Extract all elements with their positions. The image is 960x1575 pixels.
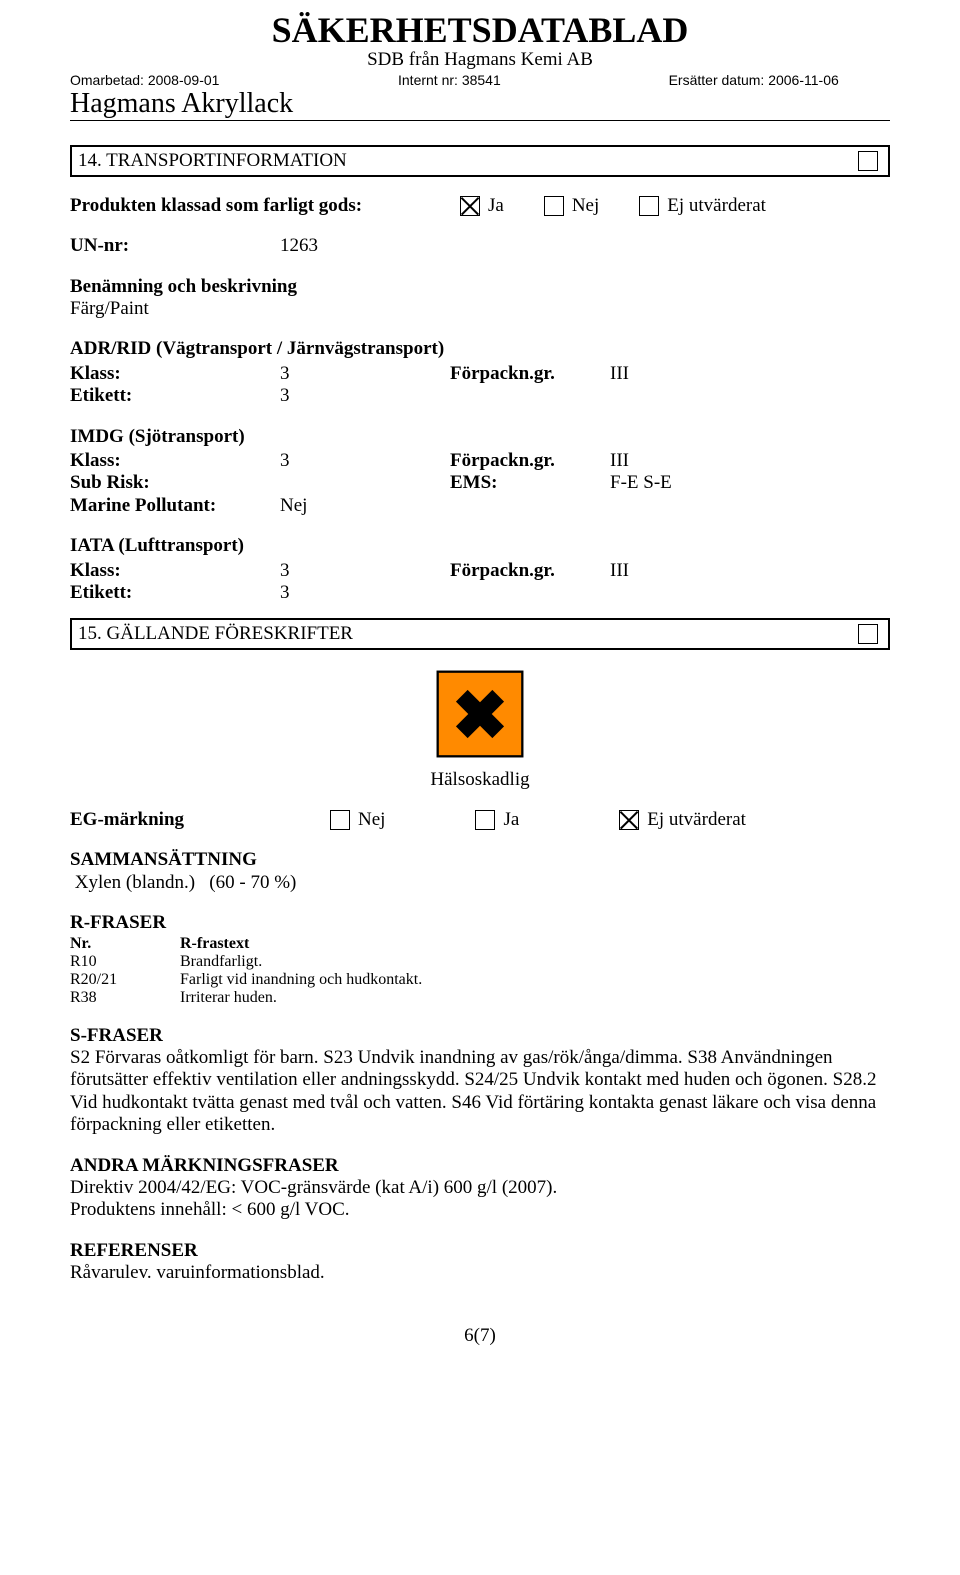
naming-heading: Benämning och beskrivning: [70, 276, 890, 298]
adr-klass-label: Klass:: [70, 363, 280, 385]
iata-pack-val: III: [610, 560, 890, 582]
section-14-bar: 14. TRANSPORTINFORMATION: [70, 145, 890, 177]
eg-opt-ja: Ja: [503, 809, 519, 831]
page: SÄKERHETSDATABLAD SDB från Hagmans Kemi …: [0, 0, 960, 1387]
eg-opt-na: Ej utvärderat: [647, 809, 746, 831]
naming-value: Färg/Paint: [70, 298, 890, 320]
hazard-harmful-icon: [434, 668, 526, 760]
checkbox-na: [639, 196, 659, 216]
adr-pack-val: III: [610, 363, 890, 385]
classified-row: Produkten klassad som farligt gods: Ja N…: [70, 195, 890, 217]
andra-line2: Produktens innehåll: < 600 g/l VOC.: [70, 1199, 890, 1221]
rfraser-text-1: Farligt vid inandning och hudkontakt.: [180, 971, 890, 989]
adr-heading: ADR/RID (Vägtransport / Järnvägstranspor…: [70, 338, 890, 360]
rfraser-heading: R-FRASER: [70, 912, 890, 934]
adr-pack-label: Förpackn.gr.: [450, 363, 610, 385]
product-name: Hagmans Akryllack: [70, 90, 890, 118]
iata-etikett-val: 3: [280, 582, 450, 604]
rfraser-col-nr: Nr.: [70, 935, 180, 953]
section-15-bar: 15. GÄLLANDE FÖRESKRIFTER: [70, 618, 890, 650]
eg-opt-nej: Nej: [358, 809, 385, 831]
replaces-value: 2006-11-06: [768, 72, 839, 88]
hazard-caption: Hälsoskadlig: [70, 769, 890, 791]
subrisk-label: Sub Risk:: [70, 472, 280, 494]
opt-na: Ej utvärderat: [667, 195, 766, 217]
section-14-title: 14. TRANSPORTINFORMATION: [78, 150, 347, 172]
eg-marking-row: EG-märkning Nej Ja Ej utvärderat: [70, 809, 890, 831]
imdg-klass-label: Klass:: [70, 450, 280, 472]
opt-ja: Ja: [488, 195, 504, 217]
imdg-heading: IMDG (Sjötransport): [70, 426, 890, 448]
opt-nej: Nej: [572, 195, 599, 217]
un-label: UN-nr:: [70, 235, 280, 257]
rfraser-text-2: Irriterar huden.: [180, 989, 890, 1007]
iata-pack-label: Förpackn.gr.: [450, 560, 610, 582]
internal-value: 38541: [462, 72, 501, 88]
hazard-symbol-wrap: Hälsoskadlig: [70, 668, 890, 791]
header-divider: [70, 120, 890, 121]
adr-klass-val: 3: [280, 363, 450, 385]
marine-label: Marine Pollutant:: [70, 495, 280, 517]
andra-line1: Direktiv 2004/42/EG: VOC-gränsvärde (kat…: [70, 1177, 890, 1199]
table-row: R38 Irriterar huden.: [70, 989, 890, 1007]
sfraser-text: S2 Förvaras oåtkomligt för barn. S23 Und…: [70, 1047, 890, 1137]
un-value: 1263: [280, 235, 318, 257]
rfraser-nr-0: R10: [70, 953, 180, 971]
table-row: R10 Brandfarligt.: [70, 953, 890, 971]
iata-klass-val: 3: [280, 560, 450, 582]
adr-etikett-label: Etikett:: [70, 385, 280, 407]
imdg-pack-label: Förpackn.gr.: [450, 450, 610, 472]
checkbox-ja: [460, 196, 480, 216]
table-row: R20/21 Farligt vid inandning och hudkont…: [70, 971, 890, 989]
adr-etikett-val: 3: [280, 385, 450, 407]
doc-subtitle: SDB från Hagmans Kemi AB: [70, 50, 890, 71]
iata-etikett-label: Etikett:: [70, 582, 280, 604]
doc-title: SÄKERHETSDATABLAD: [70, 12, 890, 50]
checkbox-nej: [544, 196, 564, 216]
rfraser-text-0: Brandfarligt.: [180, 953, 890, 971]
revised-label: Omarbetad:: [70, 72, 144, 88]
internal-label: Internt nr:: [398, 72, 458, 88]
section-15-title: 15. GÄLLANDE FÖRESKRIFTER: [78, 623, 353, 645]
section-15-checkbox: [858, 624, 878, 644]
page-number: 6(7): [70, 1325, 890, 1347]
imdg-pack-val: III: [610, 450, 890, 472]
rfraser-table: Nr. R-frastext R10 Brandfarligt. R20/21 …: [70, 935, 890, 1007]
samman-line: Xylen (blandn.) (60 - 70 %): [70, 872, 890, 894]
eg-checkbox-nej: [330, 810, 350, 830]
meta-row: Omarbetad: 2008-09-01 Internt nr: 38541 …: [70, 72, 890, 88]
ref-heading: REFERENSER: [70, 1240, 890, 1262]
marine-val: Nej: [280, 495, 450, 517]
rfraser-nr-2: R38: [70, 989, 180, 1007]
iata-klass-label: Klass:: [70, 560, 280, 582]
eg-label: EG-märkning: [70, 809, 330, 831]
revised-value: 2008-09-01: [148, 72, 220, 88]
ems-label: EMS:: [450, 472, 610, 494]
andra-heading: ANDRA MÄRKNINGSFRASER: [70, 1155, 890, 1177]
section-14-checkbox: [858, 151, 878, 171]
imdg-klass-val: 3: [280, 450, 450, 472]
replaces-label: Ersätter datum:: [669, 72, 765, 88]
ref-line: Råvarulev. varuinformationsblad.: [70, 1262, 890, 1284]
iata-heading: IATA (Lufttransport): [70, 535, 890, 557]
sfraser-heading: S-FRASER: [70, 1025, 890, 1047]
eg-checkbox-na: [619, 810, 639, 830]
rfraser-col-text: R-frastext: [180, 935, 890, 953]
eg-checkbox-ja: [475, 810, 495, 830]
samman-heading: SAMMANSÄTTNING: [70, 849, 890, 871]
classified-label: Produkten klassad som farligt gods:: [70, 195, 460, 217]
rfraser-nr-1: R20/21: [70, 971, 180, 989]
un-row: UN-nr: 1263: [70, 235, 890, 257]
ems-val: F-E S-E: [610, 472, 890, 494]
